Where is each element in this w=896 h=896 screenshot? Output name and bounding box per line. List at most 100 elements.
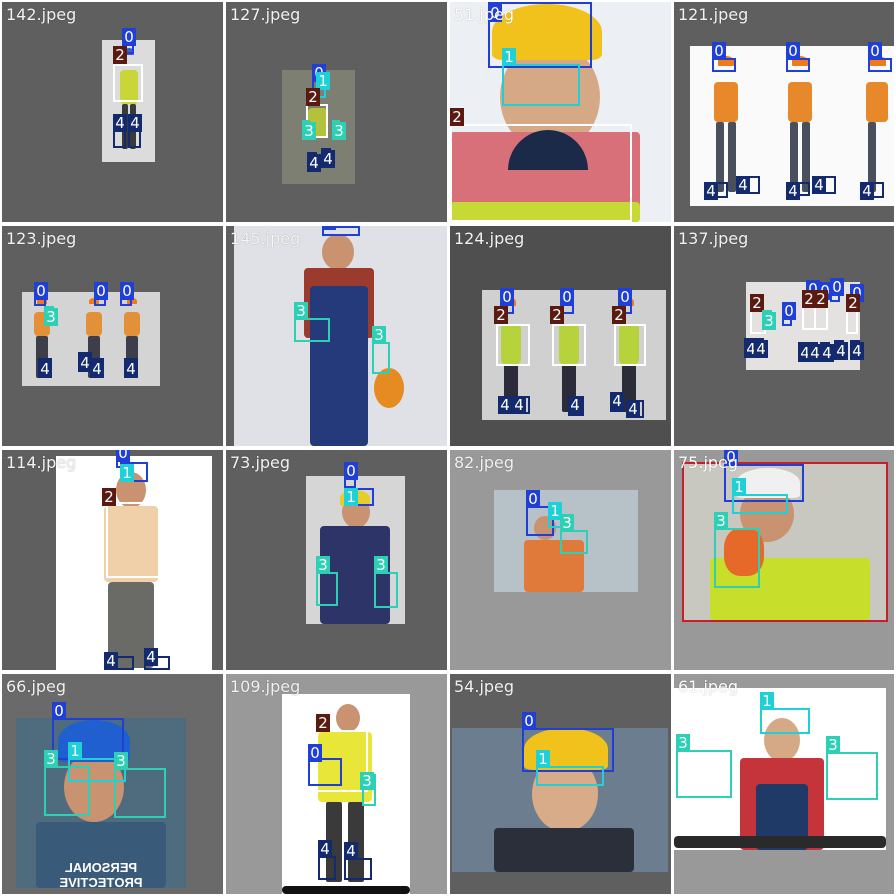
class-id: 0 bbox=[786, 42, 800, 60]
bbox-boot: 4 bbox=[498, 396, 512, 414]
class-id: 3 bbox=[44, 750, 58, 768]
class-id: 3 bbox=[360, 772, 374, 790]
bbox-vest: 2 bbox=[750, 294, 766, 334]
bbox-boot: 4 bbox=[786, 182, 810, 200]
class-id: 0 bbox=[724, 450, 738, 466]
bbox-glove: 3 bbox=[676, 734, 732, 798]
class-id: 4 bbox=[754, 340, 768, 358]
bbox-goggles: 1 bbox=[760, 692, 810, 734]
bbox-helmet: 0 bbox=[526, 490, 554, 536]
filename-label: 54.jpeg bbox=[454, 677, 515, 696]
tile-114: 114.jpeg 0 1 2 4 4 bbox=[2, 450, 223, 670]
bbox-boot: 4 bbox=[808, 342, 822, 362]
class-id: 4 bbox=[78, 354, 92, 372]
class-id: 1 bbox=[732, 478, 746, 496]
class-id: 3 bbox=[332, 122, 346, 140]
class-id: 4 bbox=[820, 344, 834, 362]
bbox-vest: 2 bbox=[450, 108, 632, 222]
tile-142: 142.jpeg 0 2 4 4 bbox=[2, 2, 223, 222]
bbox-boot: 4 bbox=[144, 648, 170, 670]
class-id: 0 bbox=[782, 302, 796, 320]
bbox-boot: 4 bbox=[798, 342, 812, 362]
bbox-glove: 3 bbox=[714, 512, 760, 588]
tile-121: 121.jpeg 0 0 0 4 4 4 4 4 bbox=[674, 2, 894, 222]
tile-137: 137.jpeg 2 3 0 0 0 0 0 2 2 2 4 4 4 4 4 4… bbox=[674, 226, 894, 446]
tile-75: 75.jpeg 0 1 3 bbox=[674, 450, 894, 670]
bbox-boot: 4 bbox=[113, 114, 127, 148]
class-id: 4 bbox=[113, 114, 127, 132]
tile-image bbox=[494, 490, 638, 592]
class-id: 4 bbox=[850, 342, 864, 360]
class-id: 4 bbox=[834, 342, 848, 360]
bbox-boot: 4 bbox=[344, 842, 372, 880]
bbox-boot: 4 bbox=[124, 358, 138, 378]
class-id: 3 bbox=[374, 556, 388, 574]
class-id: 2 bbox=[113, 46, 127, 64]
class-id: 3 bbox=[762, 312, 776, 330]
class-id: 4 bbox=[344, 842, 358, 860]
bbox-helmet: 0 bbox=[868, 42, 892, 72]
class-id: 1 bbox=[120, 464, 134, 482]
bbox-helmet: 0 bbox=[122, 28, 136, 54]
tile-127: 127.jpeg 0 1 2 3 3 4 4 bbox=[226, 2, 447, 222]
bbox-boot: 4 bbox=[104, 652, 134, 670]
filename-label: 73.jpeg bbox=[230, 453, 291, 472]
bbox-vest: 2 bbox=[550, 306, 586, 366]
class-id: 4 bbox=[812, 176, 826, 194]
class-id: 0 bbox=[830, 278, 844, 296]
class-id: 4 bbox=[124, 360, 138, 378]
bbox-glove: 3 bbox=[762, 310, 776, 330]
bbox-glove: 3 bbox=[372, 326, 390, 374]
tile-123: 123.jpeg 0 0 0 3 4 4 4 4 bbox=[2, 226, 223, 446]
class-id: 2 bbox=[612, 306, 626, 324]
class-id: 0 bbox=[522, 712, 536, 730]
bbox-goggles: 1 bbox=[344, 488, 374, 506]
class-id: 3 bbox=[714, 512, 728, 530]
class-id: 0 bbox=[712, 42, 726, 60]
class-id: 0 bbox=[52, 702, 66, 720]
filename-label: 109.jpeg bbox=[230, 677, 301, 696]
tile-73: 73.jpeg 0 1 3 3 bbox=[226, 450, 447, 670]
filename-label: 127.jpeg bbox=[230, 5, 301, 24]
filename-label: 51.jpeg bbox=[454, 5, 515, 24]
class-id: 3 bbox=[44, 308, 58, 326]
tile-image bbox=[674, 688, 886, 850]
bbox-boot: 4 bbox=[736, 176, 760, 194]
bbox-helmet: 0 bbox=[830, 278, 844, 302]
class-id: 3 bbox=[316, 556, 330, 574]
class-id: 3 bbox=[294, 302, 308, 320]
class-id: 4 bbox=[568, 396, 582, 414]
class-id: 4 bbox=[307, 154, 321, 172]
worker-figure bbox=[708, 56, 744, 201]
bbox-helmet: 0 bbox=[120, 282, 134, 306]
filename-label: 123.jpeg bbox=[6, 229, 77, 248]
bbox-helmet: 0 bbox=[782, 302, 796, 326]
bbox-vest: 2 bbox=[612, 306, 646, 366]
filename-label: 142.jpeg bbox=[6, 5, 77, 24]
bbox-boot: 4 bbox=[850, 340, 864, 360]
bbox-boot: 4 bbox=[744, 338, 758, 358]
tile-61: 61.jpeg 1 3 3 bbox=[674, 674, 894, 894]
bbox-glove: 3 bbox=[360, 772, 376, 806]
bbox-boot: 4 bbox=[128, 114, 142, 148]
bbox-boot: 4 bbox=[512, 396, 530, 414]
worker-figure bbox=[782, 56, 818, 201]
bbox-boot: 4 bbox=[610, 392, 624, 412]
class-id: 0 bbox=[122, 28, 136, 46]
class-id: 2 bbox=[494, 306, 508, 324]
class-id: 0 bbox=[618, 288, 632, 306]
class-id: 4 bbox=[512, 396, 526, 414]
bbox-helmet: 0 bbox=[344, 462, 358, 488]
class-id: 4 bbox=[90, 360, 104, 378]
class-id: 1 bbox=[502, 48, 516, 66]
bbox-boot: 4 bbox=[820, 342, 834, 362]
class-id: 4 bbox=[321, 150, 335, 168]
bbox-glove: 3 bbox=[374, 556, 398, 608]
tile-109: 109.jpeg 2 0 3 4 4 bbox=[226, 674, 447, 894]
bbox-helmet: 0 bbox=[308, 744, 342, 786]
tile-image bbox=[234, 226, 447, 446]
tile-image bbox=[452, 728, 668, 872]
bbox-helmet: 0 bbox=[786, 42, 810, 72]
bbox-helmet: 0 bbox=[488, 2, 592, 68]
bbox-boot: 4 bbox=[860, 182, 884, 200]
